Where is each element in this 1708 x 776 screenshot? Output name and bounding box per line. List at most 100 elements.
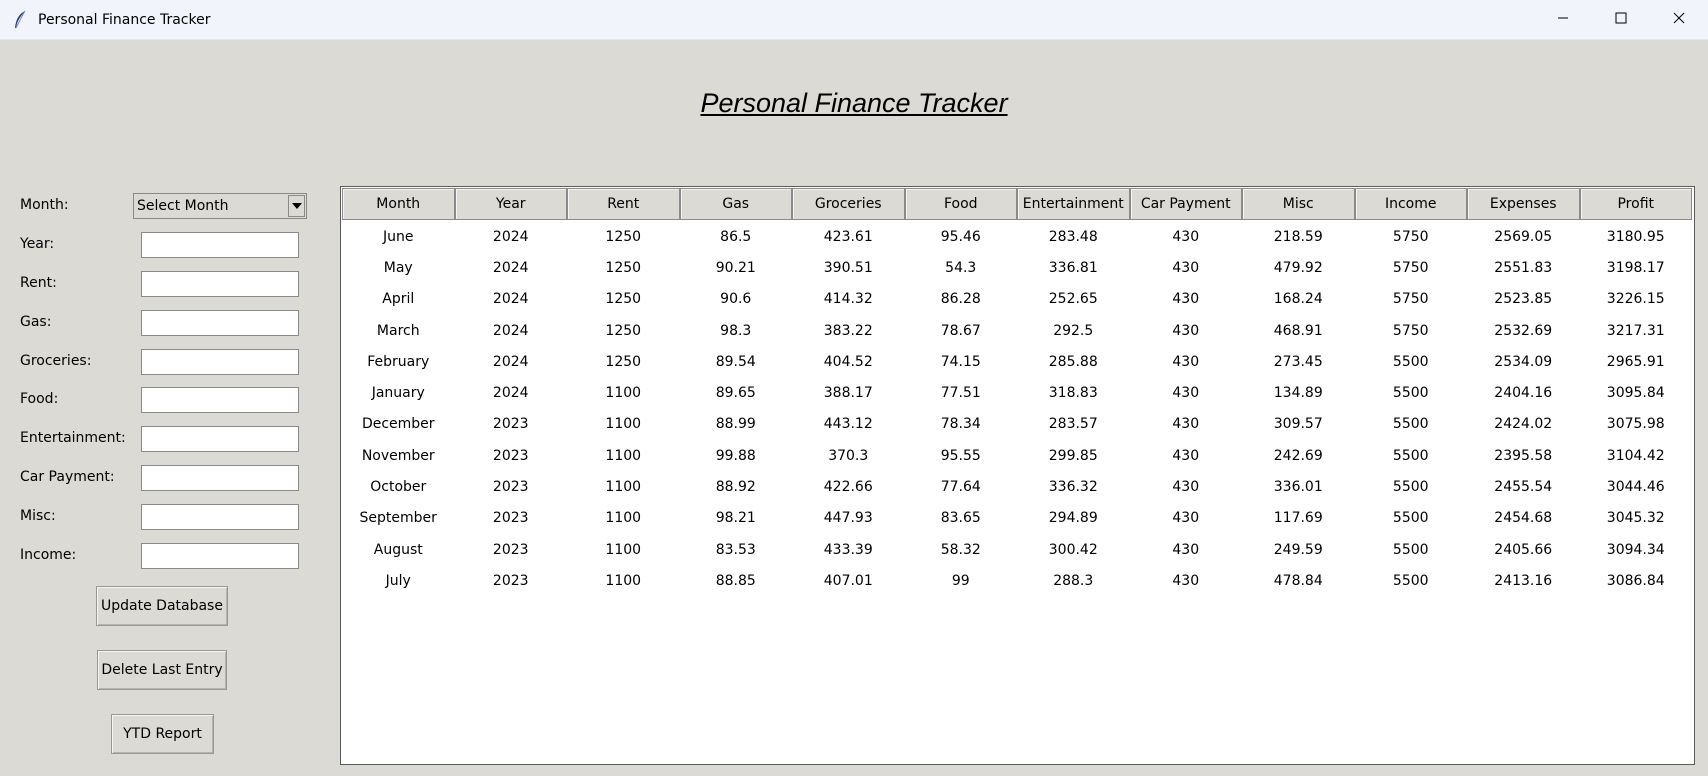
table-row[interactable]: November 2023 1100 99.88 370.3 95.55 299.85 430… <box>342 440 1694 471</box>
table-cell: 99.88 <box>715 447 756 464</box>
table-cell: 5750 <box>1392 291 1429 308</box>
table-cell: 2023 <box>492 416 529 433</box>
column-header-entertainment[interactable]: Entertainment <box>1017 188 1130 220</box>
month-select-value: Select Month <box>137 198 229 214</box>
misc-label: Misc: <box>20 508 56 524</box>
update-database-button[interactable]: Update Database <box>96 586 228 626</box>
table-cell: 242.69 <box>1273 447 1323 464</box>
table-row[interactable]: October 2023 1100 88.92 422.66 77.64 336.32 430… <box>342 471 1694 502</box>
table-cell: 2024 <box>492 259 529 276</box>
table-row[interactable]: June 2024 1250 86.5 423.61 95.46 283.48 430 218.… <box>342 221 1694 252</box>
groceries-input[interactable] <box>141 349 299 375</box>
column-header-month[interactable]: Month <box>342 188 455 220</box>
table-cell: 2569.05 <box>1494 228 1553 245</box>
table-cell: 404.52 <box>823 353 873 370</box>
column-header-profit[interactable]: Profit <box>1579 188 1692 220</box>
page-title: Personal Finance Tracker <box>700 88 1008 118</box>
table-cell: 5750 <box>1392 322 1429 339</box>
column-header-income[interactable]: Income <box>1354 188 1467 220</box>
minimize-button[interactable] <box>1534 0 1592 40</box>
income-input[interactable] <box>141 543 299 569</box>
year-input[interactable] <box>141 232 299 258</box>
table-cell: 300.42 <box>1048 541 1098 558</box>
table-cell: 117.69 <box>1273 510 1323 527</box>
table-cell: 430 <box>1172 322 1200 339</box>
table-row[interactable]: February 2024 1250 89.54 404.52 74.15 285.88 43… <box>342 346 1694 377</box>
table-row[interactable]: April 2024 1250 90.6 414.32 86.28 252.65 430 168… <box>342 284 1694 315</box>
column-header-rent[interactable]: Rent <box>567 188 680 220</box>
groceries-label: Groceries: <box>20 353 92 369</box>
table-cell: 86.5 <box>720 228 752 245</box>
table-cell: 422.66 <box>823 479 873 496</box>
dropdown-arrow-icon[interactable] <box>288 195 305 217</box>
table-row[interactable]: January 2024 1100 89.65 388.17 77.51 318.83 430… <box>342 377 1694 408</box>
table-cell: 294.89 <box>1048 510 1098 527</box>
table-cell: October <box>370 479 427 496</box>
close-button[interactable] <box>1650 0 1708 40</box>
table-cell: 1250 <box>605 228 642 245</box>
table-cell: 2424.02 <box>1494 416 1553 433</box>
column-header-misc[interactable]: Misc <box>1242 188 1355 220</box>
delete-last-entry-button[interactable]: Delete Last Entry <box>97 650 227 690</box>
table-row[interactable]: August 2023 1100 83.53 433.39 58.32 300.42 430 2… <box>342 534 1694 565</box>
finance-table[interactable]: Month Year Rent Gas Groceries Food Enter… <box>340 186 1695 765</box>
table-cell: 134.89 <box>1273 385 1323 402</box>
column-header-expenses[interactable]: Expenses <box>1467 188 1580 220</box>
table-row[interactable]: December 2023 1100 88.99 443.12 78.34 283.57 43… <box>342 409 1694 440</box>
table-cell: 95.55 <box>940 447 981 464</box>
column-header-groceries[interactable]: Groceries <box>792 188 905 220</box>
misc-input[interactable] <box>141 504 299 530</box>
feather-icon <box>12 10 28 30</box>
window-title: Personal Finance Tracker <box>38 11 211 28</box>
table-row[interactable]: May 2024 1250 90.21 390.51 54.3 336.81 430 479.9… <box>342 252 1694 283</box>
table-cell: 2523.85 <box>1494 291 1553 308</box>
car-payment-input[interactable] <box>141 465 299 491</box>
table-cell: 430 <box>1172 291 1200 308</box>
table-cell: 3044.46 <box>1606 479 1665 496</box>
window-titlebar[interactable]: Personal Finance Tracker <box>0 0 1708 40</box>
gas-input[interactable] <box>141 310 299 336</box>
table-cell: 5500 <box>1392 541 1429 558</box>
month-label: Month: <box>20 197 69 213</box>
rent-input[interactable] <box>141 271 299 297</box>
table-cell: 1250 <box>605 291 642 308</box>
month-select[interactable]: Select Month <box>133 193 307 219</box>
table-cell: 78.34 <box>940 416 981 433</box>
table-cell: 5500 <box>1392 353 1429 370</box>
column-header-car-payment[interactable]: Car Payment <box>1129 188 1242 220</box>
table-cell: March <box>376 322 420 339</box>
table-cell: 5500 <box>1392 385 1429 402</box>
table-cell: 77.64 <box>940 479 981 496</box>
close-icon <box>1673 12 1685 28</box>
column-header-gas[interactable]: Gas <box>679 188 792 220</box>
maximize-button[interactable] <box>1592 0 1650 40</box>
table-cell: June <box>383 228 414 245</box>
income-label: Income: <box>20 547 77 563</box>
table-cell: December <box>361 416 435 433</box>
table-cell: 430 <box>1172 572 1200 589</box>
table-cell: 318.83 <box>1048 385 1098 402</box>
table-cell: 1100 <box>605 479 642 496</box>
table-cell: 283.48 <box>1048 228 1098 245</box>
table-cell: 430 <box>1172 416 1200 433</box>
table-cell: 288.3 <box>1053 572 1094 589</box>
table-cell: November <box>361 447 435 464</box>
table-cell: 99 <box>951 572 970 589</box>
column-header-food[interactable]: Food <box>904 188 1017 220</box>
table-cell: 249.59 <box>1273 541 1323 558</box>
table-row[interactable]: March 2024 1250 98.3 383.22 78.67 292.5 430 468.… <box>342 315 1694 346</box>
table-cell: 336.81 <box>1048 259 1098 276</box>
ytd-report-button[interactable]: YTD Report <box>111 714 214 754</box>
table-cell: 2023 <box>492 510 529 527</box>
table-cell: 430 <box>1172 447 1200 464</box>
table-cell: 5750 <box>1392 259 1429 276</box>
table-cell: 2454.68 <box>1494 510 1553 527</box>
column-header-year[interactable]: Year <box>454 188 567 220</box>
table-row[interactable]: September 2023 1100 98.21 447.93 83.65 294.89 4… <box>342 503 1694 534</box>
entertainment-input[interactable] <box>141 426 299 452</box>
table-cell: 407.01 <box>823 572 873 589</box>
table-cell: 77.51 <box>940 385 981 402</box>
table-header: Month Year Rent Gas Groceries Food Enter… <box>342 188 1694 221</box>
table-row[interactable]: July 2023 1100 88.85 407.01 99 288.3 430 478.84 5… <box>342 565 1694 596</box>
food-input[interactable] <box>141 387 299 413</box>
